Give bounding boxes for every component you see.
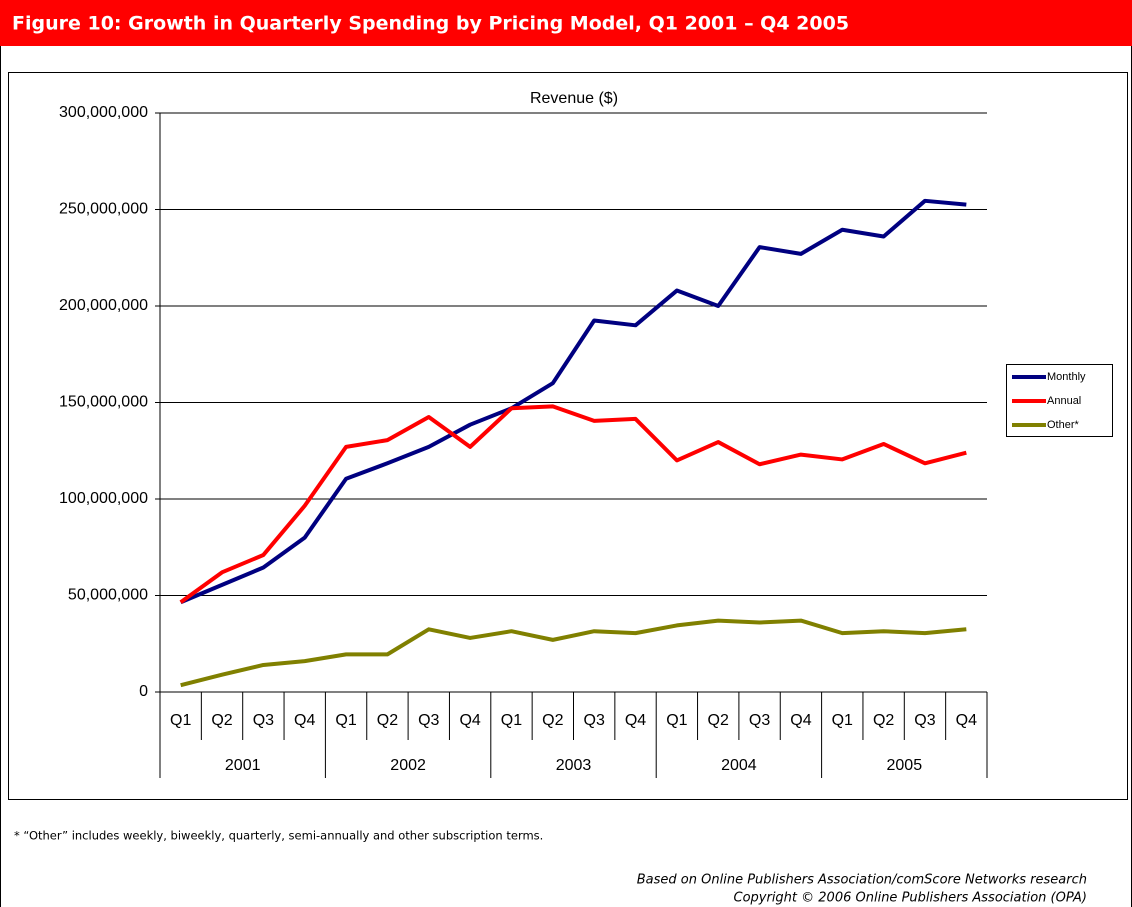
header-bar bbox=[0, 0, 1132, 46]
x-tick-label: Q3 bbox=[914, 712, 935, 729]
y-tick-label: 0 bbox=[139, 683, 148, 700]
source: Based on Online Publishers Association/c… bbox=[637, 873, 1087, 888]
x-group-label: 2002 bbox=[390, 757, 426, 774]
x-tick-label: Q3 bbox=[418, 712, 439, 729]
y-tick-label: 300,000,000 bbox=[59, 104, 148, 121]
x-tick-label: Q3 bbox=[584, 712, 605, 729]
x-group-label: 2001 bbox=[225, 757, 261, 774]
header-title: Figure 10: Growth in Quarterly Spending … bbox=[12, 13, 849, 35]
y-tick-label: 100,000,000 bbox=[59, 490, 148, 507]
x-tick-label: Q4 bbox=[956, 712, 977, 729]
x-tick-label: Q1 bbox=[501, 712, 522, 729]
x-tick-label: Q3 bbox=[749, 712, 770, 729]
x-tick-label: Q1 bbox=[170, 712, 191, 729]
legend-label: Monthly bbox=[1047, 371, 1086, 383]
copyright: Copyright © 2006 Online Publishers Assoc… bbox=[734, 891, 1088, 906]
x-tick-label: Q1 bbox=[832, 712, 853, 729]
chart-border bbox=[8, 72, 1128, 800]
legend-label: Other* bbox=[1047, 419, 1080, 431]
x-tick-label: Q1 bbox=[666, 712, 687, 729]
series-line bbox=[179, 404, 967, 604]
x-tick-label: Q3 bbox=[253, 712, 274, 729]
x-group-label: 2004 bbox=[721, 757, 757, 774]
x-tick-label: Q4 bbox=[790, 712, 811, 729]
y-tick-label: 150,000,000 bbox=[59, 394, 148, 411]
x-tick-label: Q2 bbox=[873, 712, 894, 729]
x-tick-label: Q4 bbox=[625, 712, 646, 729]
y-tick-label: 50,000,000 bbox=[68, 587, 148, 604]
legend-label: Annual bbox=[1047, 395, 1081, 407]
x-tick-label: Q4 bbox=[459, 712, 480, 729]
series-line bbox=[179, 198, 967, 605]
x-tick-label: Q1 bbox=[335, 712, 356, 729]
chart-title: Revenue ($) bbox=[530, 90, 618, 107]
x-group-label: 2005 bbox=[887, 757, 923, 774]
y-tick-label: 200,000,000 bbox=[59, 297, 148, 314]
x-tick-label: Q2 bbox=[542, 712, 563, 729]
x-tick-label: Q4 bbox=[294, 712, 315, 729]
series-line bbox=[180, 618, 967, 688]
x-group-label: 2003 bbox=[556, 757, 592, 774]
x-tick-label: Q2 bbox=[377, 712, 398, 729]
footnote: * “Other” includes weekly, biweekly, qua… bbox=[14, 829, 543, 843]
y-tick-label: 250,000,000 bbox=[59, 201, 148, 218]
x-tick-label: Q2 bbox=[211, 712, 232, 729]
x-tick-label: Q2 bbox=[708, 712, 729, 729]
